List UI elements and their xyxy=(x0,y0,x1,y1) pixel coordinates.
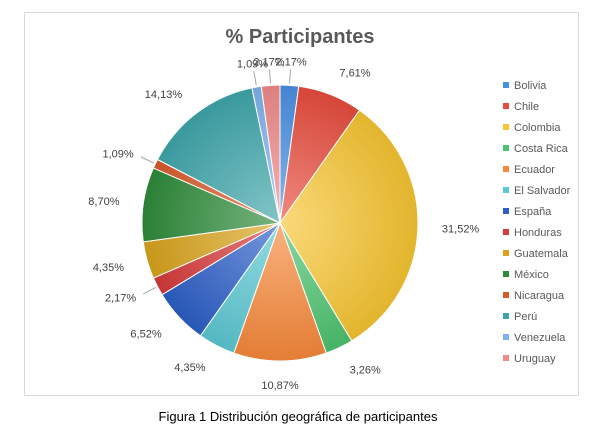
legend-label-costa-rica: Costa Rica xyxy=(514,143,569,155)
data-label-costa-rica: 3,26% xyxy=(350,364,381,376)
legend-label-venezuela: Venezuela xyxy=(514,332,566,344)
pie-slice-colombia xyxy=(279,109,419,342)
legend-swatch-uruguay xyxy=(503,355,509,361)
data-label-honduras: 2,17% xyxy=(105,293,136,305)
data-label-bolivia: 2,17% xyxy=(275,56,306,68)
legend-swatch-ecuador xyxy=(503,166,509,172)
data-label-uruguay: 2,17% xyxy=(253,56,284,68)
legend-label-colombia: Colombia xyxy=(514,122,561,134)
data-label-mexico: 8,70% xyxy=(88,196,119,208)
data-label-espana: 6,52% xyxy=(130,329,161,341)
pie-slices xyxy=(141,84,419,362)
data-label-colombia: 31,52% xyxy=(442,223,480,235)
legend-swatch-chile xyxy=(503,103,509,109)
leader-line-nicaragua xyxy=(140,156,154,164)
legend-label-uruguay: Uruguay xyxy=(514,353,556,365)
data-label-ecuador: 10,87% xyxy=(261,380,299,392)
data-labels: 2,17% 7,61% 31,52% 3,26% 10,87% 4,35% 6,52% 2,1… xyxy=(88,56,479,392)
legend-swatch-mexico xyxy=(503,271,509,277)
legend-label-chile: Chile xyxy=(514,101,539,113)
leader-line-bolivia xyxy=(289,69,291,84)
pie-slice-peru xyxy=(156,87,281,224)
legend-label-nicaragua: Nicaragua xyxy=(514,290,565,302)
chart-frame: % Participantes 2,17% 7,61% 31,52% 3,26% 10,… xyxy=(24,12,579,396)
chart-title: % Participantes xyxy=(226,26,375,48)
data-label-el-salvador: 4,35% xyxy=(174,362,205,374)
legend-label-ecuador: Ecuador xyxy=(514,164,555,176)
leader-line-uruguay xyxy=(269,69,271,84)
legend-swatch-guatemala xyxy=(503,250,509,256)
legend-label-mexico: México xyxy=(514,269,549,281)
leader-line-venezuela xyxy=(253,71,257,86)
legend-swatch-bolivia xyxy=(503,82,509,88)
legend-swatch-espana xyxy=(503,208,509,214)
legend-swatch-honduras xyxy=(503,229,509,235)
legend-label-bolivia: Bolivia xyxy=(514,80,547,92)
legend-swatch-venezuela xyxy=(503,334,509,340)
figure-caption: Figura 1 Distribución geográfica de part… xyxy=(158,409,438,424)
legend-swatch-el-salvador xyxy=(503,187,509,193)
legend-label-el-salvador: El Salvador xyxy=(514,185,571,197)
data-label-chile: 7,61% xyxy=(339,67,370,79)
legend-swatch-peru xyxy=(503,313,509,319)
data-label-venezuela: 1,09% xyxy=(237,58,268,70)
legend-label-guatemala: Guatemala xyxy=(514,248,569,260)
pie-slice-uruguay xyxy=(260,84,281,224)
legend: Bolivia Chile Colombia Costa Rica Ecuador El … xyxy=(503,80,571,365)
leader-line-honduras xyxy=(143,287,156,295)
legend-swatch-costa-rica xyxy=(503,145,509,151)
legend-swatch-colombia xyxy=(503,124,509,130)
legend-label-peru: Perú xyxy=(514,311,537,323)
legend-label-honduras: Honduras xyxy=(514,227,562,239)
legend-swatch-nicaragua xyxy=(503,292,509,298)
data-label-nicaragua: 1,09% xyxy=(102,148,133,160)
label-leader-lines xyxy=(140,69,291,295)
pie-slice-ecuador xyxy=(233,221,327,362)
data-label-guatemala: 4,35% xyxy=(93,262,124,274)
legend-label-espana: España xyxy=(514,206,552,218)
data-label-peru: 14,13% xyxy=(145,89,183,101)
pie-chart: % Participantes 2,17% 7,61% 31,52% 3,26% 10,… xyxy=(88,26,571,392)
